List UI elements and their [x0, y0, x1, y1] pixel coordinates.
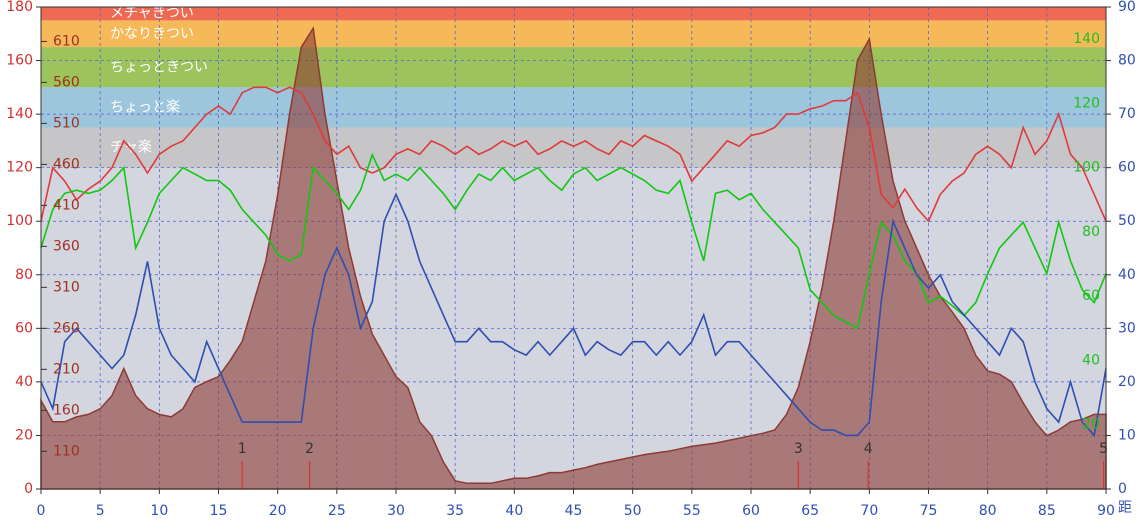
y2-tick-label: 80 [1118, 53, 1136, 69]
x-tick-label: 50 [624, 503, 642, 519]
x-tick-label: 80 [979, 503, 997, 519]
y2-tick-label: 0 [1118, 481, 1127, 497]
x-tick-label: 10 [150, 503, 168, 519]
y-tick-label: 100 [6, 213, 33, 229]
x-tick-label: 45 [565, 503, 583, 519]
x-tick-label: 85 [1038, 503, 1056, 519]
y2-tick-label: 20 [1118, 374, 1136, 390]
lap-label: 1 [238, 441, 247, 457]
y4-tick-label: 410 [53, 197, 80, 213]
y4-tick-label: 260 [53, 320, 80, 336]
y-tick-label: 140 [6, 106, 33, 122]
y-tick-label: 20 [15, 427, 33, 443]
y3-tick-label: 40 [1082, 352, 1100, 368]
x-tick-label: 40 [505, 503, 523, 519]
y2-tick-label: 30 [1118, 320, 1136, 336]
y4-tick-label: 210 [53, 361, 80, 377]
x-tick-label: 20 [269, 503, 287, 519]
y-tick-label: 160 [6, 53, 33, 69]
zone-label: かなりきつい [110, 26, 194, 42]
series-line [40, 152, 1107, 330]
y-tick-label: 180 [6, 0, 33, 15]
lap-label: 5 [1099, 441, 1108, 457]
y4-tick-label: 610 [53, 33, 80, 49]
x-tick-label: 65 [801, 503, 819, 519]
series-line [40, 86, 1107, 223]
lap-label: 2 [305, 441, 314, 457]
x-tick-label: 75 [920, 503, 938, 519]
y2-tick-label: 10 [1118, 427, 1136, 443]
y-tick-label: 60 [15, 320, 33, 336]
y-tick-label: 40 [15, 374, 33, 390]
x-tick-label: 90 [1097, 503, 1115, 519]
x-tick-label: 25 [328, 503, 346, 519]
x-axis-label: 距 [1118, 500, 1132, 516]
y2-tick-label: 40 [1118, 267, 1136, 283]
y4-tick-label: 110 [53, 443, 80, 459]
x-tick-label: 15 [210, 503, 228, 519]
y4-tick-label: 460 [53, 156, 80, 172]
zone-label: チャ楽 [110, 140, 152, 156]
y2-tick-label: 90 [1118, 0, 1136, 15]
y2-tick-label: 60 [1118, 160, 1136, 176]
y4-tick-label: 510 [53, 115, 80, 131]
y3-tick-label: 100 [1073, 160, 1100, 176]
y3-tick-label: 20 [1082, 417, 1100, 433]
zone-label: ちょっと楽 [110, 99, 180, 115]
y2-tick-label: 50 [1118, 213, 1136, 229]
x-tick-label: 60 [742, 503, 760, 519]
y4-tick-label: 360 [53, 238, 80, 254]
series [40, 26, 1107, 490]
x-tick-label: 55 [683, 503, 701, 519]
y-tick-label: 80 [15, 267, 33, 283]
x-tick-label: 70 [860, 503, 878, 519]
y3-tick-label: 120 [1073, 95, 1100, 111]
x-tick-label: 35 [446, 503, 464, 519]
y2-tick-label: 70 [1118, 106, 1136, 122]
y3-tick-label: 60 [1082, 288, 1100, 304]
y4-tick-label: 560 [53, 74, 80, 90]
x-tick-label: 0 [37, 503, 46, 519]
lap-label: 4 [864, 441, 873, 457]
series-line [40, 192, 1107, 438]
zone-band [41, 87, 1106, 128]
y4-tick-label: 160 [53, 402, 80, 418]
y3-tick-label: 80 [1082, 224, 1100, 240]
x-tick-label: 5 [96, 503, 105, 519]
x-tick-label: 30 [387, 503, 405, 519]
y3-tick-label: 140 [1073, 31, 1100, 47]
y-tick-label: 0 [24, 481, 33, 497]
y-tick-label: 120 [6, 160, 33, 176]
y4-tick-label: 310 [53, 279, 80, 295]
lap-label: 3 [794, 441, 803, 457]
zone-label: メチャきつい [110, 6, 194, 22]
